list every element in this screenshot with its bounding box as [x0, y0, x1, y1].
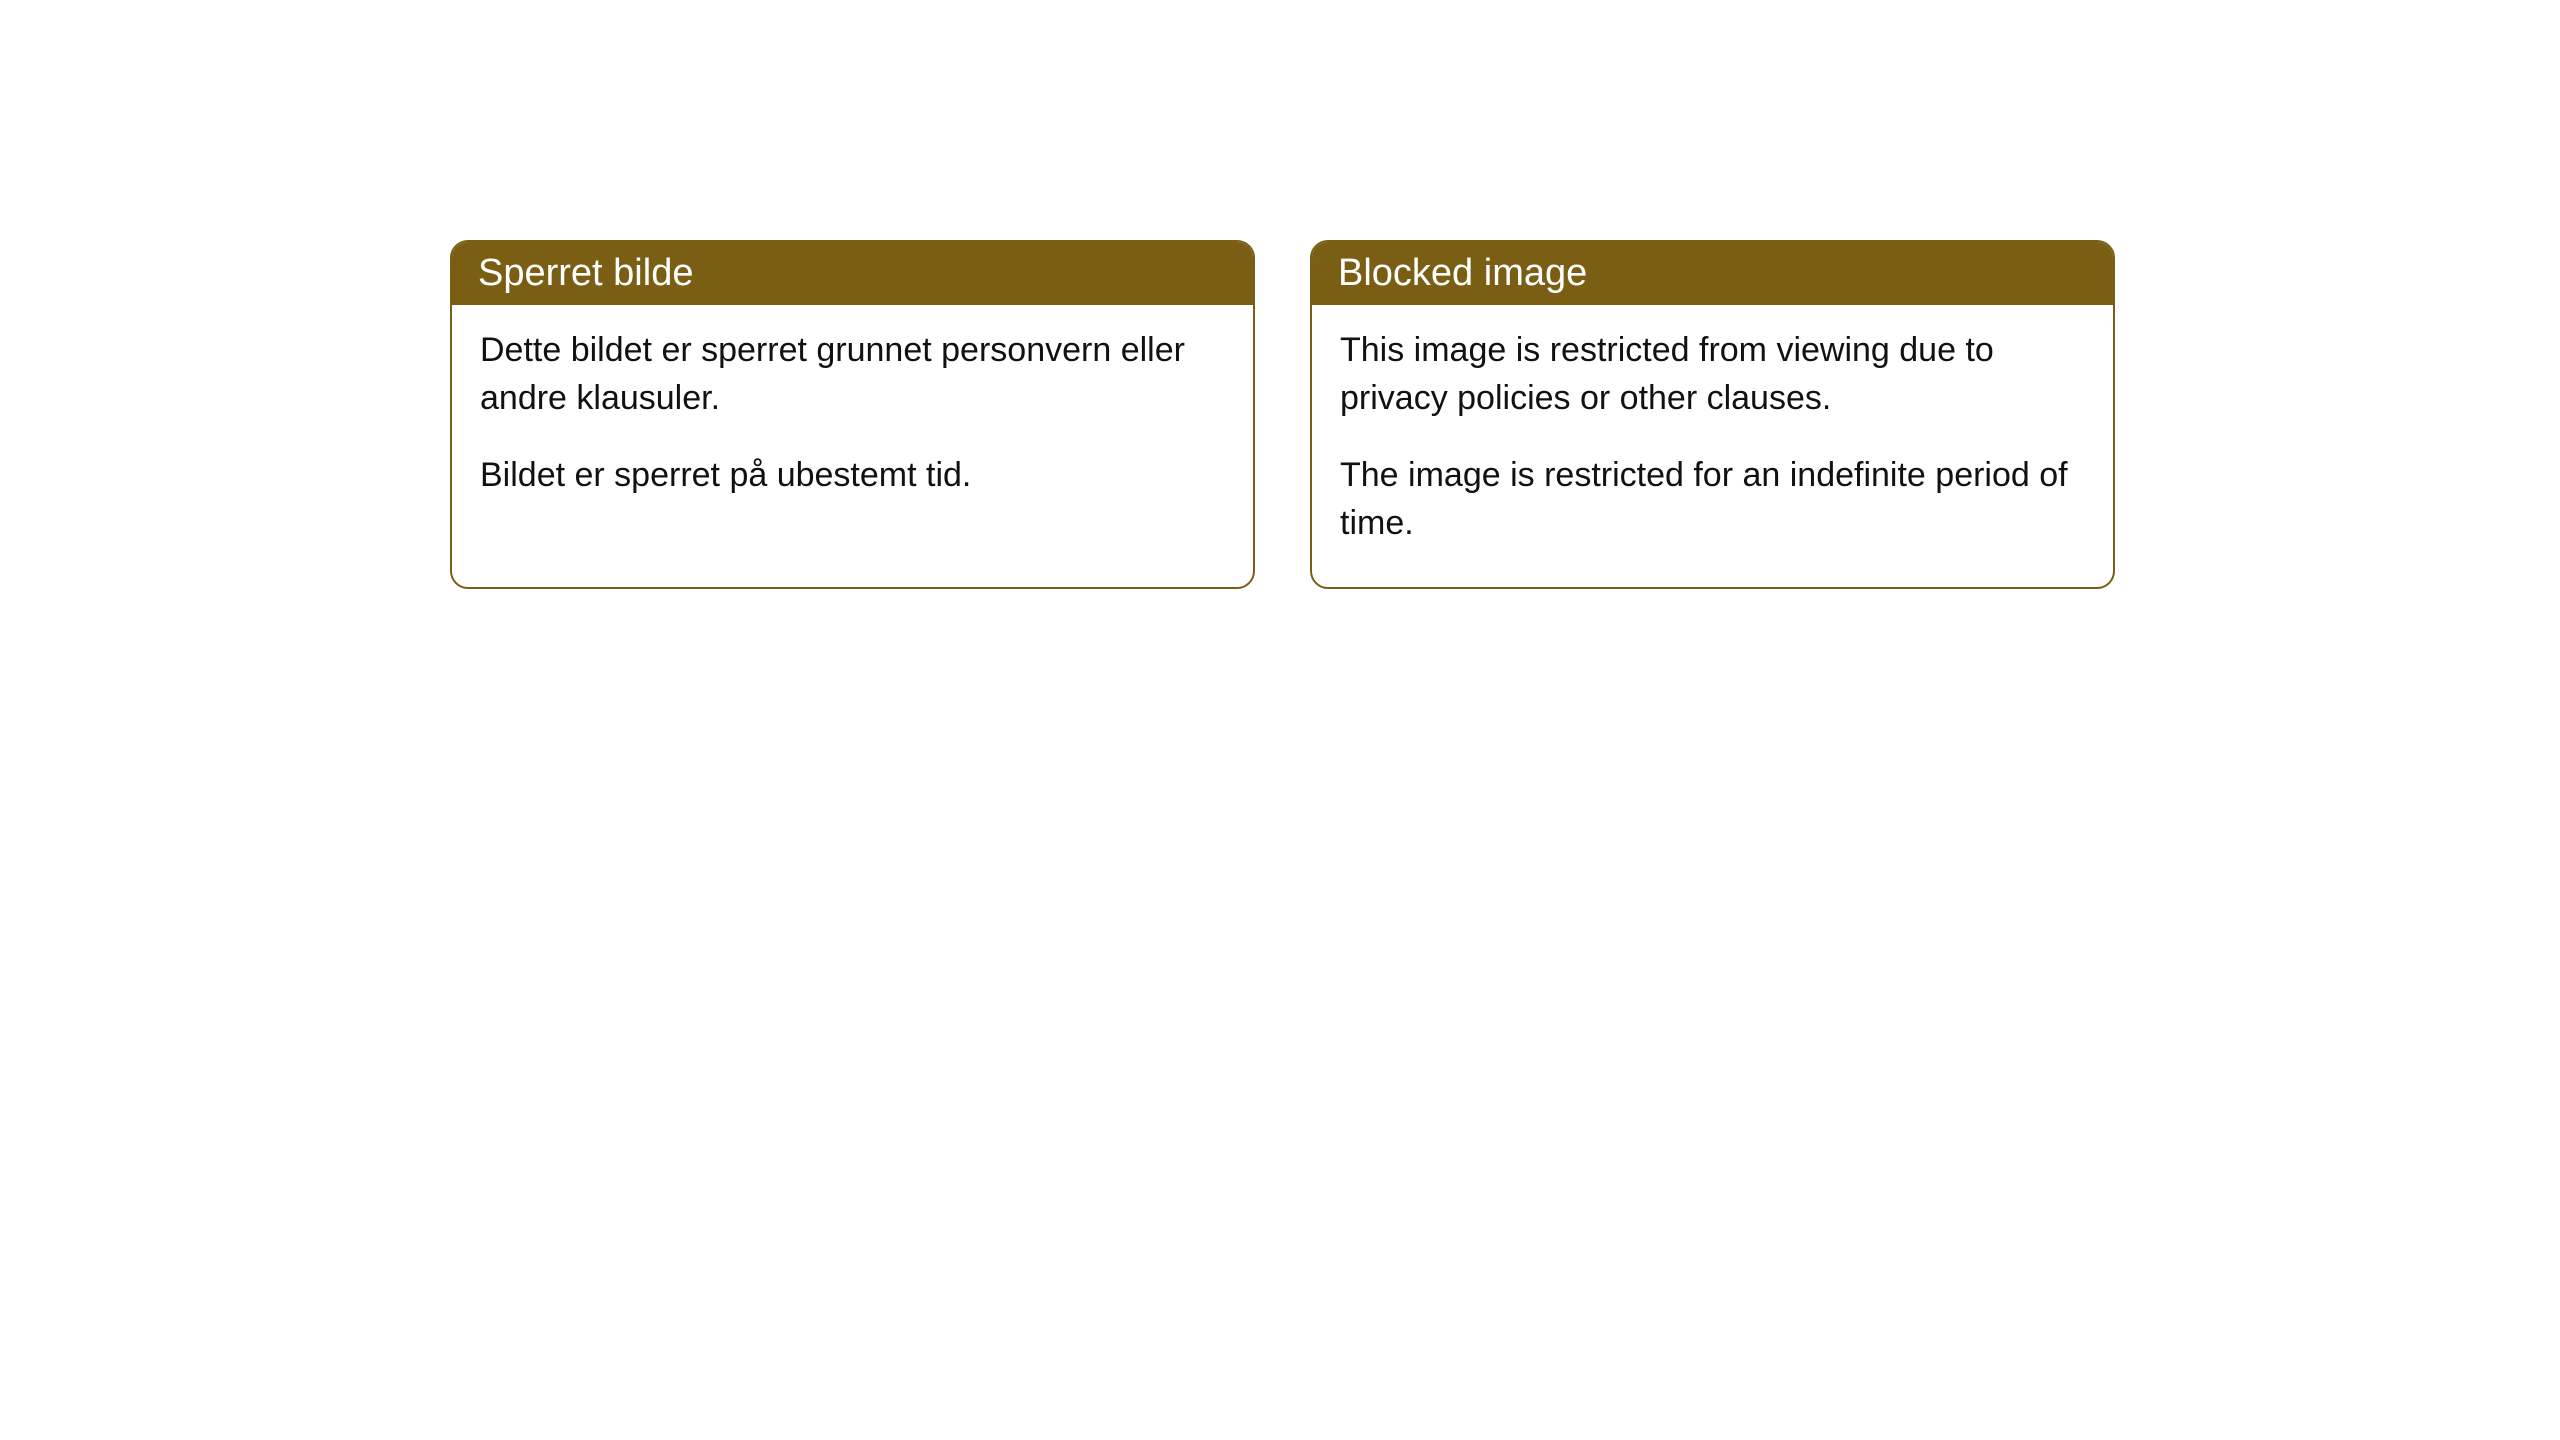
notice-body: Dette bildet er sperret grunnet personve… — [452, 305, 1253, 540]
notice-header: Blocked image — [1312, 242, 2113, 305]
notice-paragraph: The image is restricted for an indefinit… — [1340, 452, 2085, 547]
notice-card-norwegian: Sperret bilde Dette bildet er sperret gr… — [450, 240, 1255, 589]
notice-body: This image is restricted from viewing du… — [1312, 305, 2113, 587]
notice-header: Sperret bilde — [452, 242, 1253, 305]
notice-card-english: Blocked image This image is restricted f… — [1310, 240, 2115, 589]
notice-container: Sperret bilde Dette bildet er sperret gr… — [450, 240, 2115, 589]
notice-paragraph: Bildet er sperret på ubestemt tid. — [480, 452, 1225, 500]
notice-paragraph: This image is restricted from viewing du… — [1340, 327, 2085, 422]
notice-paragraph: Dette bildet er sperret grunnet personve… — [480, 327, 1225, 422]
